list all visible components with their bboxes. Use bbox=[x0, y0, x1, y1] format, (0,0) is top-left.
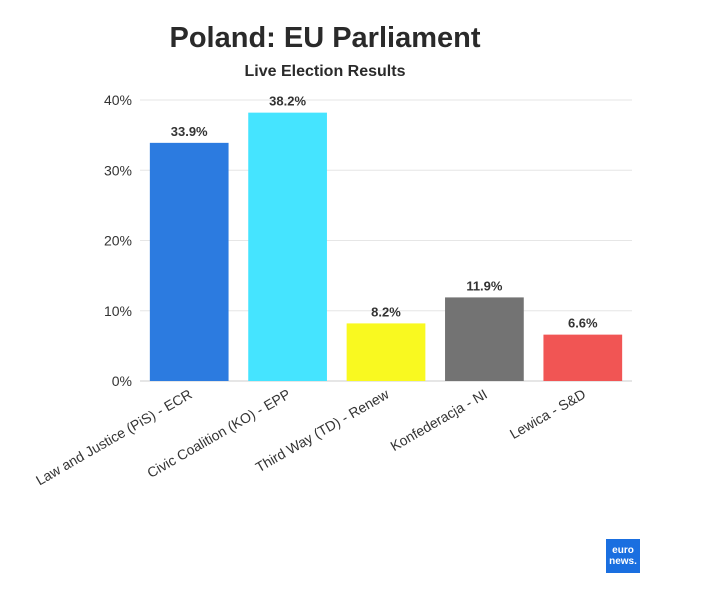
bar bbox=[346, 323, 426, 381]
chart-subtitle: Live Election Results bbox=[244, 63, 406, 80]
bar bbox=[445, 297, 524, 381]
logo-text-euro: euro bbox=[612, 545, 634, 556]
bar bbox=[149, 142, 229, 381]
x-category-label: Konfederacja - NI bbox=[388, 386, 490, 454]
bar bbox=[543, 334, 623, 381]
data-label: 33.9% bbox=[171, 124, 208, 139]
y-tick-label: 10% bbox=[104, 303, 132, 319]
data-label: 38.2% bbox=[269, 94, 306, 109]
x-category-label: Lewica - S&D bbox=[507, 386, 588, 442]
bar bbox=[248, 112, 327, 382]
y-tick-label: 20% bbox=[104, 233, 132, 249]
y-tick-label: 40% bbox=[104, 92, 132, 108]
data-label: 11.9% bbox=[466, 278, 503, 293]
euronews-logo: euro news. bbox=[606, 539, 640, 573]
y-tick-label: 0% bbox=[112, 373, 132, 389]
logo-text-news: news. bbox=[609, 556, 637, 567]
x-category-label: Law and Justice (PiS) - ECR bbox=[33, 386, 195, 489]
data-label: 8.2% bbox=[371, 304, 401, 319]
data-label: 6.6% bbox=[568, 316, 598, 331]
chart-title: Poland: EU Parliament bbox=[169, 22, 481, 54]
y-tick-label: 30% bbox=[104, 162, 132, 178]
